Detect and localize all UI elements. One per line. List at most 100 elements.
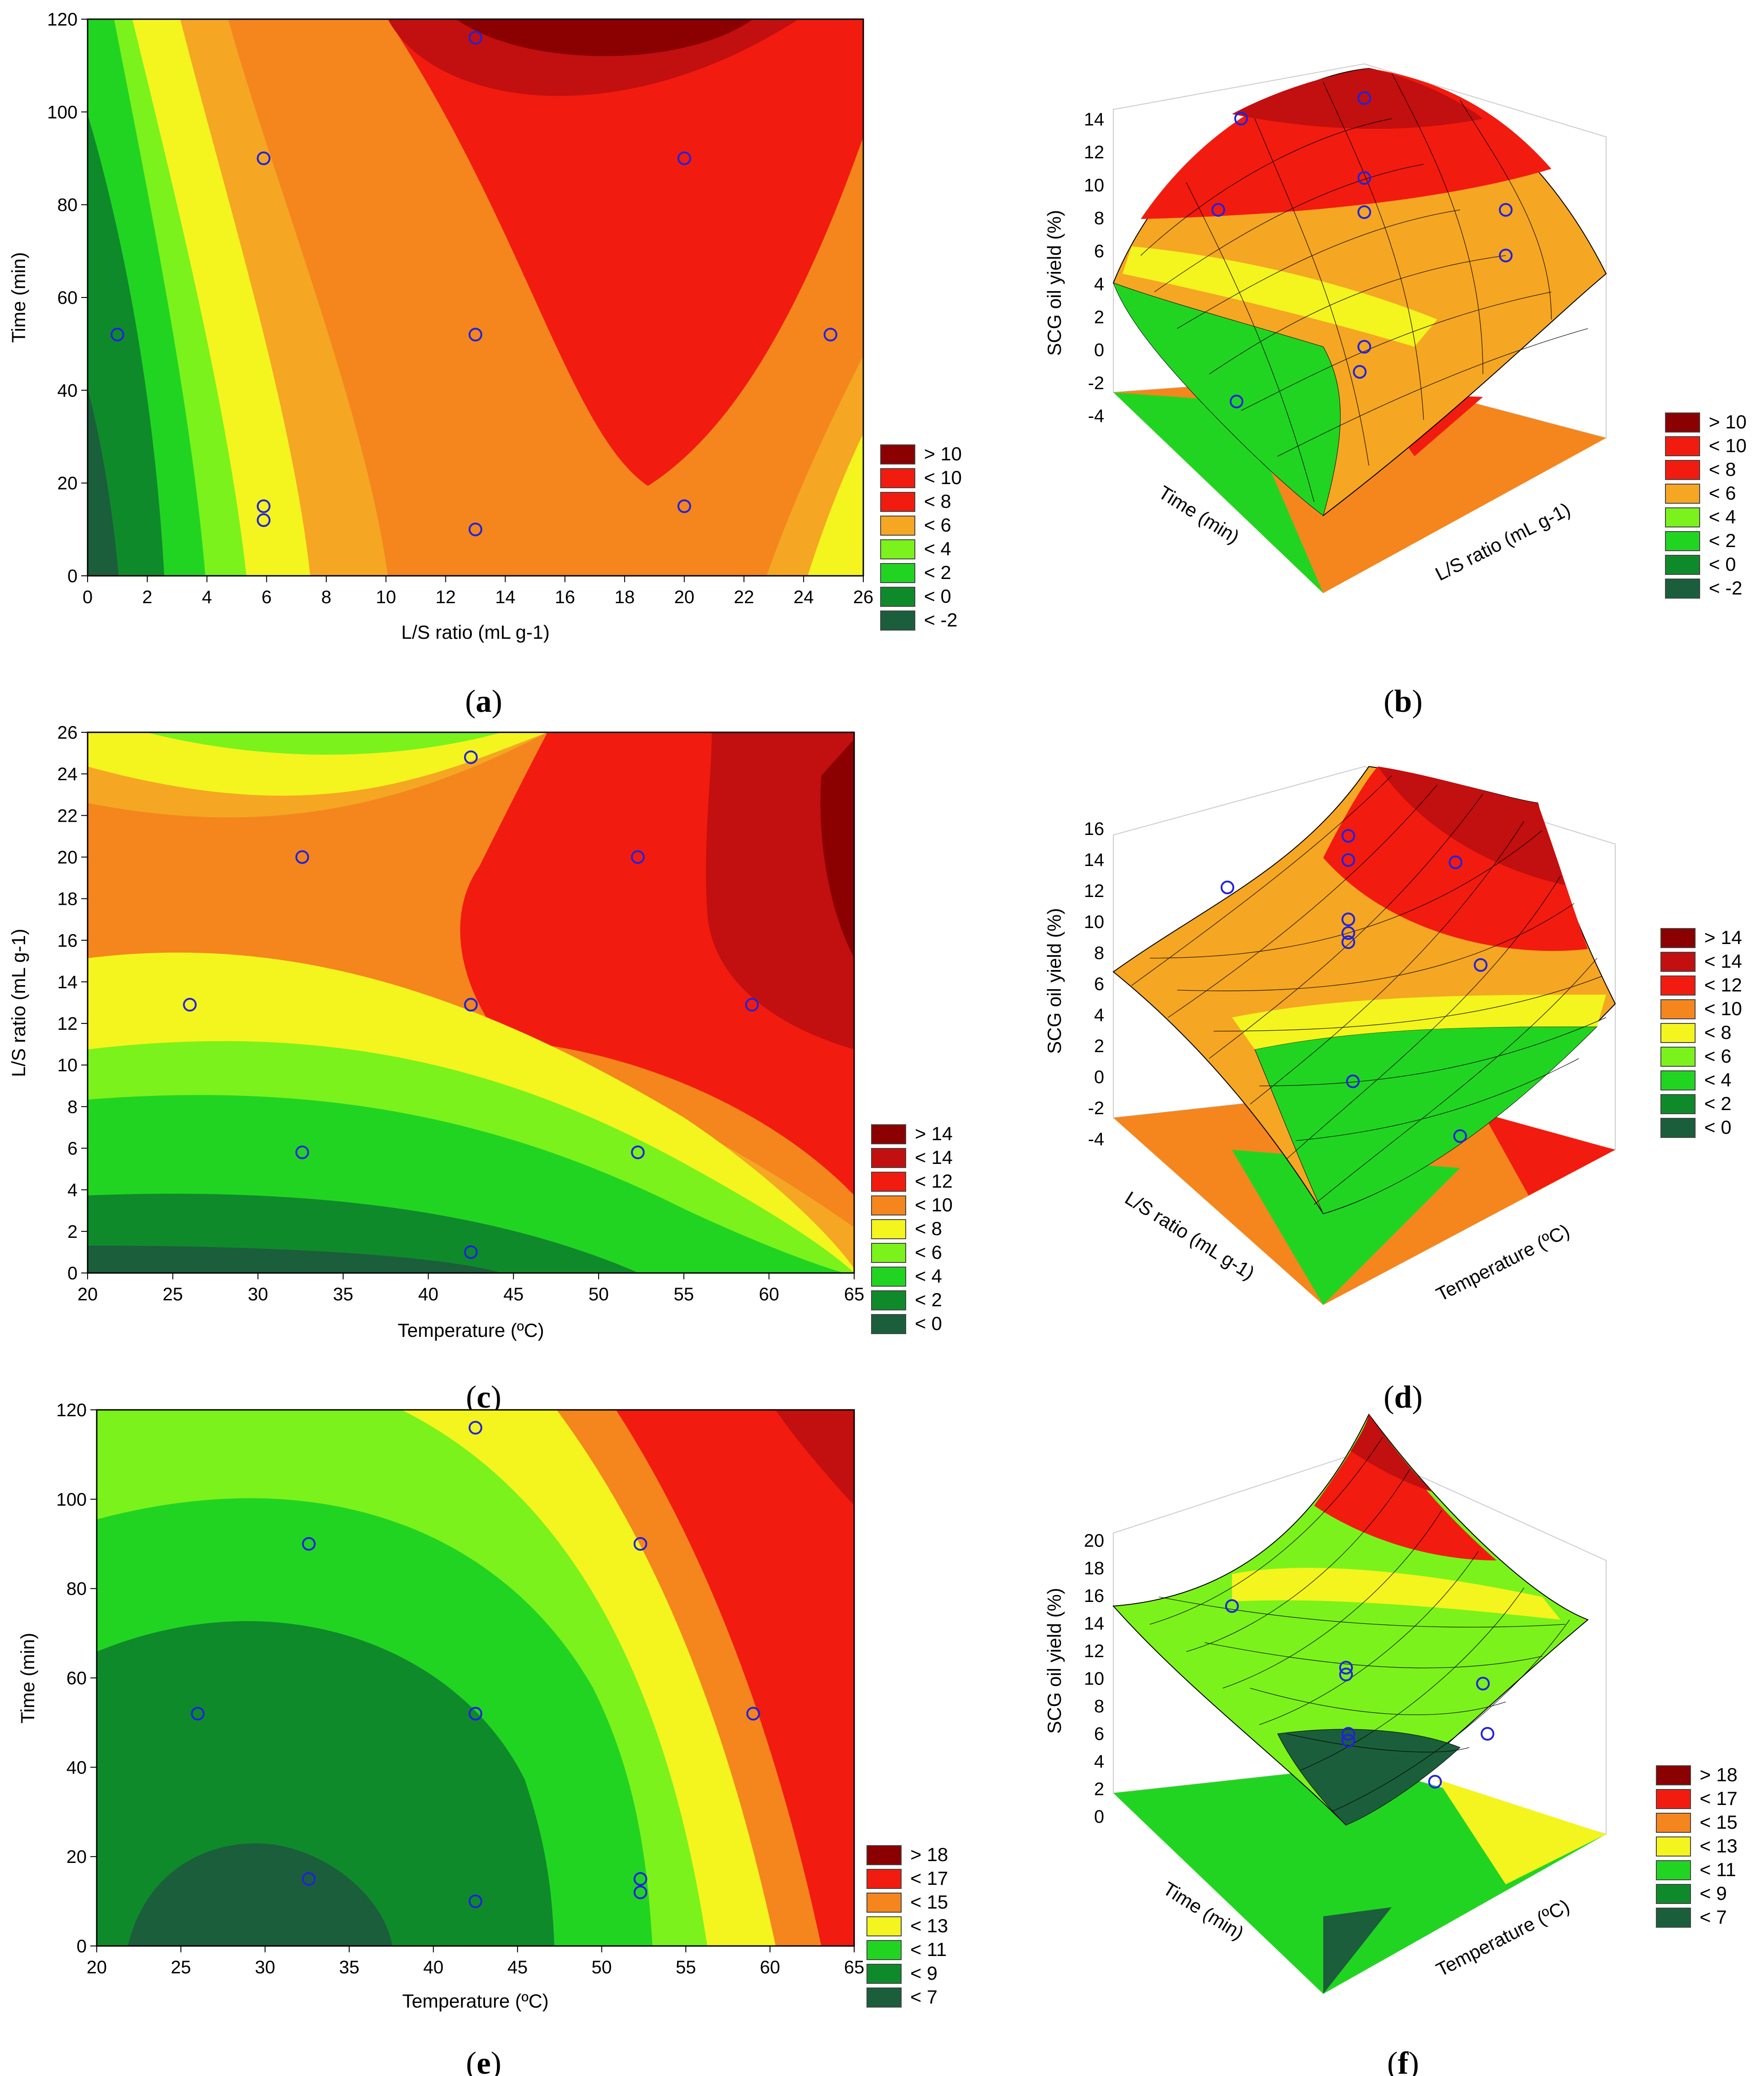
legend-swatch	[880, 610, 915, 631]
x-tick-label: 55	[673, 1284, 694, 1304]
z-axis-label-d: SCG oil yield (%)	[1044, 908, 1065, 1054]
legend-label: < 4	[1704, 1069, 1732, 1090]
x-tick-label: 45	[503, 1284, 524, 1304]
legend-label: < 17	[910, 1867, 948, 1889]
legend-label: < 10	[924, 467, 962, 488]
x-tick-label: 16	[555, 587, 575, 607]
caption-c: (c)	[466, 1380, 501, 1415]
legend-swatch	[1660, 1118, 1696, 1138]
y-tick-label: 20	[57, 847, 78, 867]
y-tick-label: 12	[57, 1014, 78, 1034]
y-tick-label: 120	[56, 1400, 87, 1420]
z-tick-label: -4	[1088, 1129, 1104, 1149]
legend-label: < 10	[1704, 998, 1742, 1019]
legend-c: > 14 < 14< 12< 10 < 8< 6< 4< 2 < 0	[871, 1123, 953, 1334]
legend-label: < 0	[1709, 553, 1736, 575]
legend-swatch	[871, 1243, 906, 1263]
legend-label: > 14	[1704, 927, 1742, 948]
legend-label: < 2	[1704, 1093, 1732, 1114]
z-tick-label: 10	[1084, 912, 1105, 932]
z-tick-label: 4	[1094, 274, 1104, 294]
legend-d: > 14< 14< 12< 10 < 8< 6< 4 < 2< 0	[1660, 927, 1742, 1138]
legend-swatch	[1656, 1908, 1691, 1928]
z-tick-label: 10	[1084, 1669, 1105, 1689]
y-tick-label: 18	[57, 889, 78, 909]
contour-c-region-yellow-top	[88, 732, 548, 796]
legend-label: < 9	[1700, 1883, 1727, 1904]
design-point	[110, 328, 125, 342]
legend-label: > 10	[1709, 411, 1747, 433]
design-point	[302, 1872, 316, 1886]
y-tick-label: 16	[57, 931, 78, 951]
legend-swatch	[866, 1964, 902, 1984]
legend-label: < -2	[1709, 577, 1743, 599]
legend-label: < 0	[924, 585, 951, 607]
legend-swatch	[880, 587, 915, 607]
legend-label: < 4	[924, 538, 951, 559]
y-tick-label: 80	[67, 1579, 87, 1599]
x-tick-label: 18	[615, 587, 635, 607]
surface-d-mesh-green	[1254, 1026, 1598, 1214]
legend-swatch	[1665, 507, 1700, 527]
legend-swatch	[871, 1148, 906, 1168]
surface-d-grid	[1131, 775, 1607, 1205]
contour-a-region-red	[228, 19, 863, 486]
contour-e-region-darkred	[776, 1410, 854, 1506]
plot-frame-c	[87, 731, 855, 1274]
legend-label: < 11	[910, 1939, 947, 1960]
y-tick-label: 26	[57, 723, 78, 743]
design-point	[256, 151, 271, 165]
design-point	[469, 1421, 482, 1435]
legend-swatch	[1656, 1836, 1691, 1857]
caption-a: (a)	[465, 684, 502, 719]
legend-swatch	[1660, 1023, 1696, 1043]
legend-label: < 0	[1704, 1116, 1732, 1138]
legend-swatch	[1665, 579, 1700, 599]
legend-label: < 8	[924, 490, 951, 512]
legend-label: < 2	[924, 562, 951, 583]
legend-swatch	[1665, 436, 1700, 456]
design-point	[191, 1706, 205, 1721]
design-point	[469, 328, 482, 342]
z-tick-label: 8	[1094, 1696, 1104, 1716]
y-ticks-a: 0 20 40 60 80 100 120	[47, 10, 88, 586]
design-point	[631, 850, 645, 864]
z-ticks-b: -4 -2 0 2 4 6 8 10 12 14	[1084, 110, 1105, 426]
surface-b-mesh-green	[1113, 282, 1341, 516]
legend-label: < 8	[1704, 1022, 1732, 1043]
z-axis-label-f: SCG oil yield (%)	[1044, 1588, 1065, 1734]
x-tick-label: 55	[676, 1957, 696, 1977]
z-tick-label: 2	[1094, 1779, 1104, 1800]
caption-d: (d)	[1383, 1380, 1423, 1415]
legend-swatch	[866, 1987, 902, 2008]
z-tick-label: 6	[1094, 974, 1104, 994]
legend-swatch	[871, 1195, 906, 1215]
design-point	[295, 850, 309, 864]
x-tick-label: 4	[202, 587, 212, 607]
legend-swatch	[1665, 484, 1700, 504]
legend-label: < 12	[1704, 974, 1742, 996]
design-point	[746, 1706, 760, 1721]
z-tick-label: 0	[1094, 1067, 1104, 1087]
legend-swatch	[871, 1124, 906, 1144]
surface-f-mesh-darkred	[1351, 1414, 1433, 1492]
y-tick-label: 20	[67, 1847, 87, 1867]
y-tick-label: 6	[68, 1139, 78, 1159]
contour-c-region-darkred	[706, 732, 854, 1049]
legend-f: > 18 < 17< 15< 13< 11 < 9< 7	[1656, 1764, 1738, 1928]
design-point	[469, 1706, 482, 1721]
surface-d-points	[1221, 829, 1487, 1143]
legend-label: < 6	[924, 514, 951, 536]
contour-a-region-midgreen	[88, 114, 164, 576]
design-point	[633, 1872, 647, 1886]
legend-label: > 10	[924, 443, 962, 464]
legend-label: < 4	[915, 1265, 942, 1287]
surface-b-grid	[1140, 73, 1588, 502]
x-tick-label: 12	[435, 587, 456, 607]
surface-d-floor-red	[1483, 1113, 1615, 1195]
caption-f: (f)	[1387, 2046, 1419, 2076]
legend-label: < 4	[1709, 506, 1736, 527]
